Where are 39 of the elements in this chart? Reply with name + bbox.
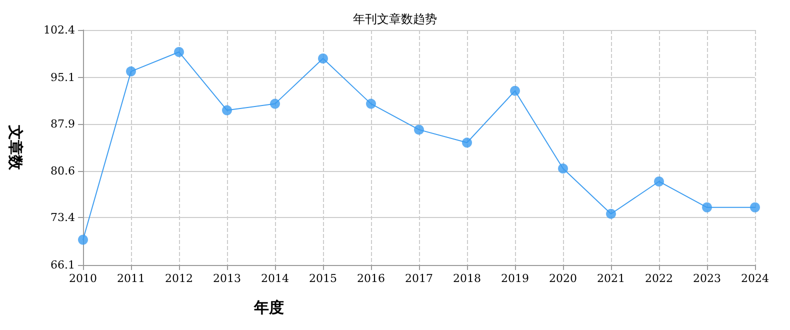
x-tick-label: 2023 <box>693 272 721 285</box>
x-tick-label: 2020 <box>549 272 577 285</box>
x-axis-title: 年度 <box>253 298 284 316</box>
x-tick-label: 2022 <box>645 272 673 285</box>
point <box>126 66 136 76</box>
point <box>78 234 88 245</box>
x-tick-label: 2012 <box>165 272 193 285</box>
point <box>702 202 712 212</box>
point <box>462 138 472 148</box>
point <box>606 208 616 219</box>
point <box>510 86 520 96</box>
y-tick-label: 87.9 <box>50 117 75 130</box>
x-tick-label: 2021 <box>597 272 625 285</box>
x-tick-label: 2011 <box>117 272 145 285</box>
x-tick-label: 2010 <box>69 272 97 285</box>
x-tick-label: 2014 <box>261 272 289 285</box>
y-tick-label: 102.4 <box>44 24 75 36</box>
x-tick-label: 2018 <box>453 272 481 285</box>
point <box>222 105 232 116</box>
point <box>270 98 280 109</box>
point <box>366 98 376 109</box>
point <box>174 47 184 58</box>
y-axis-title: 文章数 <box>6 124 24 171</box>
point <box>654 176 664 186</box>
x-tick-label: 2016 <box>357 272 385 285</box>
y-tick-label: 66.1 <box>50 258 75 272</box>
y-tick-label: 73.4 <box>50 211 75 224</box>
point <box>750 202 760 212</box>
chart-title: 年刊文章数趋势 <box>353 12 437 26</box>
point <box>318 53 328 64</box>
x-tick-label: 2015 <box>309 272 337 285</box>
x-tick-label: 2019 <box>501 272 529 285</box>
x-tick-label: 2017 <box>405 272 433 285</box>
point <box>414 124 424 135</box>
point <box>558 164 568 174</box>
y-tick-label: 80.6 <box>50 164 75 178</box>
y-tick-label: 95.1 <box>50 70 75 84</box>
x-tick-label: 2024 <box>741 272 769 285</box>
x-tick-label: 2013 <box>213 272 241 285</box>
